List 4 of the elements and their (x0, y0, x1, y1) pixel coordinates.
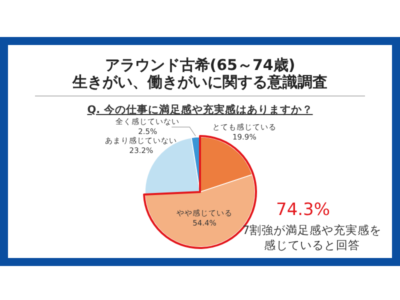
chart-title: アラウンド古希(65～74歳) 生きがい、働きがいに関する意識調査 (72, 56, 328, 91)
text: 7割強が満足感や充実感を感じていると回答 (242, 223, 382, 252)
text: 74.3% (276, 200, 330, 220)
chart-subtitle: Q. 今の仕事に満足感や充実感はありますか？ (87, 103, 313, 116)
